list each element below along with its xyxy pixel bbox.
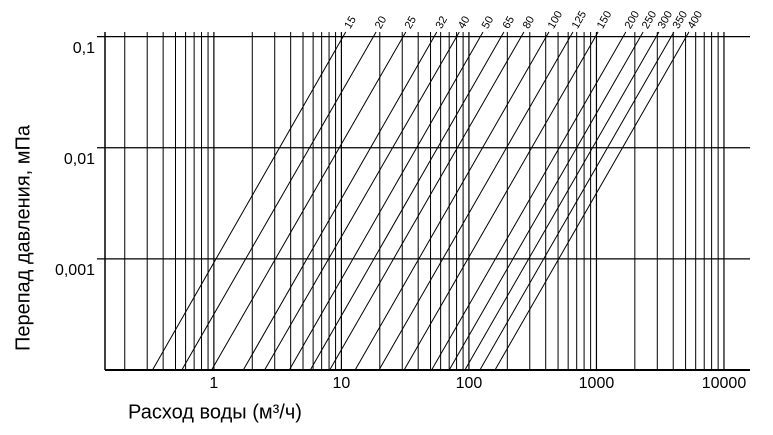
line-label: 80 <box>521 14 538 31</box>
flow-line <box>479 31 675 371</box>
flow-line <box>354 31 550 371</box>
line-label: 20 <box>373 14 390 31</box>
flow-line <box>329 31 525 371</box>
line-label: 250 <box>640 9 660 31</box>
flow-line <box>494 31 690 371</box>
flow-line <box>448 31 644 371</box>
flow-line <box>378 31 574 371</box>
x-tick-label: 10000 <box>702 375 747 392</box>
line-label: 300 <box>656 9 676 31</box>
line-label: 350 <box>671 9 691 31</box>
y-tick-label: 0,01 <box>64 151 95 168</box>
line-label: 100 <box>546 9 566 31</box>
x-tick-label: 1 <box>209 375 218 392</box>
flow-line <box>464 31 660 371</box>
line-label: 125 <box>570 9 590 31</box>
flow-line <box>152 31 347 371</box>
flow-line <box>211 31 407 371</box>
line-label: 40 <box>456 14 473 31</box>
y-axis-title: Перепад давления, мПа <box>12 124 34 351</box>
x-axis-title: Расход воды (м³/ч) <box>128 401 302 423</box>
flow-line <box>403 31 599 371</box>
x-tick-label: 10 <box>333 375 351 392</box>
flow-line <box>181 31 377 371</box>
flow-line <box>431 31 627 371</box>
y-tick-label: 0,001 <box>55 262 95 279</box>
line-label: 32 <box>434 14 451 31</box>
line-label: 400 <box>686 9 706 31</box>
y-tick-label: 0,1 <box>73 40 95 57</box>
line-label: 50 <box>480 14 497 31</box>
line-label: 65 <box>501 14 518 31</box>
line-label: 25 <box>403 14 420 31</box>
flow-line <box>309 31 505 371</box>
line-label: 200 <box>623 9 643 31</box>
line-label: 15 <box>342 14 359 31</box>
x-tick-label: 1000 <box>579 375 615 392</box>
line-label: 150 <box>595 9 615 31</box>
flow-line <box>242 31 438 371</box>
flow-line <box>264 31 460 371</box>
x-tick-label: 100 <box>456 375 483 392</box>
flow-line <box>288 31 484 371</box>
